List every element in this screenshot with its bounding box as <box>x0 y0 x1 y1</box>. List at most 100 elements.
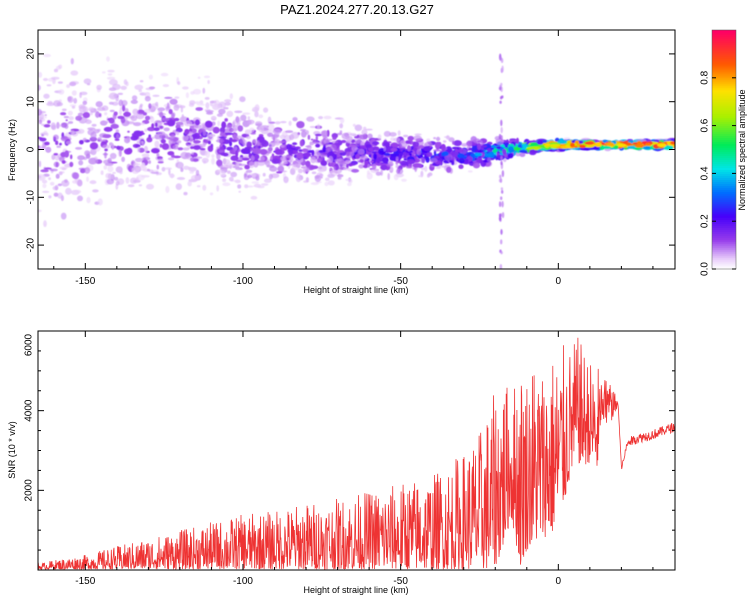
spectrogram-cell <box>172 155 181 159</box>
spectrogram-cell <box>97 128 101 132</box>
spectrogram-cell <box>413 135 422 141</box>
spectrogram-cell <box>146 137 153 143</box>
spectrogram-cell <box>250 155 255 162</box>
colorbar-step <box>712 97 736 101</box>
spectrogram-cell <box>199 100 204 105</box>
spectrogram-frame <box>37 29 676 270</box>
spectrogram-cell <box>107 69 115 73</box>
colorbar-step <box>712 259 736 262</box>
spectrogram-cell <box>277 165 285 173</box>
spectrogram-cell <box>500 160 503 166</box>
colorbar-step <box>712 123 736 127</box>
spectrogram-cell <box>328 155 334 164</box>
spectrogram-cell <box>48 195 52 199</box>
spectrogram-cell <box>292 117 298 122</box>
spectrogram-cell <box>239 137 245 144</box>
spectrogram-cell <box>96 107 106 111</box>
spectrogram-cell <box>182 86 189 90</box>
spectrogram-cell <box>401 156 404 159</box>
colorbar-step <box>712 53 736 57</box>
spectrogram-cell <box>38 71 43 78</box>
spectrogram-cell <box>301 130 307 138</box>
colorbar-step <box>712 47 736 51</box>
spectrogram-cell <box>155 101 159 107</box>
spectrogram-cell <box>204 97 210 100</box>
spectrogram-cell <box>224 118 228 122</box>
spectrogram-cell <box>402 151 407 157</box>
colorbar-step <box>712 173 736 176</box>
spectrogram-cell <box>61 160 66 164</box>
spectrogram-cell <box>135 113 145 120</box>
spectrogram-cell <box>657 143 667 148</box>
spectrogram-cell <box>383 146 387 152</box>
colorbar-step <box>712 221 736 224</box>
colorbar-step <box>712 121 736 125</box>
spectrogram-cell <box>299 139 304 147</box>
colorbar-step <box>712 199 736 202</box>
spectrogram-cell <box>60 136 68 141</box>
spectrogram-cell <box>89 180 97 185</box>
spectrogram-cell <box>114 176 119 181</box>
spectrogram-cell <box>231 139 238 143</box>
colorbar-step <box>712 57 736 61</box>
spectrogram-cell <box>380 164 388 171</box>
spectrogram-cell <box>43 167 52 170</box>
spectrogram-cell <box>82 100 88 105</box>
spectrogram-cell <box>106 178 115 185</box>
spectrogram-cell <box>292 145 296 148</box>
spectrogram-cell <box>116 145 121 150</box>
spectrogram-cell <box>107 73 113 76</box>
spectrogram-cell <box>288 148 294 156</box>
spectrogram-cell <box>237 125 244 132</box>
spectrogram-cell <box>60 112 67 116</box>
spectrogram-cell <box>191 133 199 138</box>
colorbar-step <box>712 177 736 180</box>
spectrogram-cell <box>367 133 373 139</box>
spectrogram-cell <box>117 149 122 157</box>
spectrogram-cell <box>365 128 373 131</box>
spectrogram-cell <box>168 168 171 176</box>
spectrogram-cell <box>248 161 255 169</box>
spectrogram-cell <box>190 175 199 182</box>
spectrogram-cell <box>107 157 112 164</box>
spectrogram-cell <box>246 141 252 148</box>
spectrogram-cell <box>107 173 113 180</box>
spectrogram-cell <box>47 100 53 104</box>
colorbar-step <box>712 61 736 65</box>
spectrogram-cell <box>107 165 114 173</box>
spectrogram-cell <box>393 173 399 181</box>
spectrogram-cell <box>521 143 528 148</box>
spectrogram-cell <box>434 155 440 159</box>
spectrogram-cell <box>106 76 116 80</box>
spectrogram-cell <box>634 144 645 148</box>
spectrogram-cell <box>216 104 222 109</box>
spectrogram-cell <box>176 177 186 180</box>
spectrogram-cell <box>424 165 428 172</box>
spectrogram-cell <box>343 167 351 171</box>
spectrogram-cell <box>207 80 210 84</box>
spectrogram-cell <box>355 154 360 160</box>
spectrogram-cell <box>237 184 242 189</box>
spectrogram-cell <box>396 168 404 175</box>
spectrogram-cell <box>263 178 272 183</box>
spectrogram-cell <box>500 155 503 161</box>
spectrogram-cell <box>456 149 464 153</box>
spectrogram-cell <box>383 152 391 157</box>
spectrogram-cell <box>441 165 449 168</box>
spectrogram-cell <box>315 135 318 141</box>
spectrogram-cell <box>50 181 55 186</box>
spectrogram-cell <box>132 108 139 116</box>
spectrogram-cell <box>498 213 502 218</box>
colorbar-step <box>712 239 736 242</box>
spectrogram-cell <box>272 128 282 134</box>
spectrogram-cell <box>227 170 231 174</box>
colorbar-step <box>712 217 736 220</box>
spectrogram-cell <box>104 162 114 166</box>
spectrogram-cell <box>166 102 170 109</box>
spectrogram-cell <box>209 133 216 137</box>
colorbar-step <box>712 151 736 155</box>
spectrogram-cell <box>55 140 59 146</box>
spectrogram-cell <box>115 180 120 186</box>
spectrogram-cell <box>113 111 118 116</box>
spectrogram-cell <box>207 145 214 152</box>
